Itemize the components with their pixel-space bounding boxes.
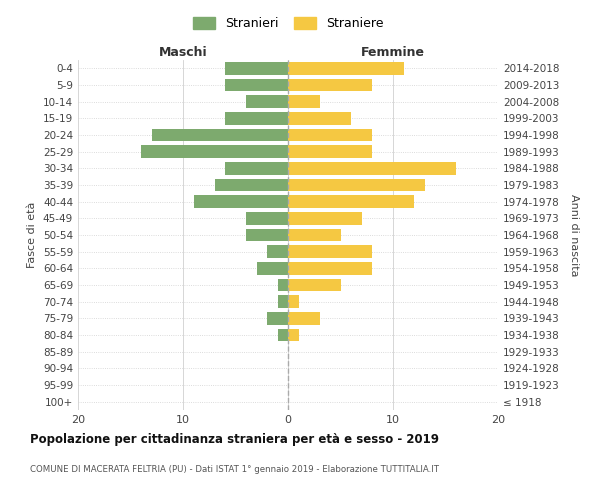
Bar bbox=[193, 196, 288, 208]
Bar bbox=[288, 112, 351, 124]
Bar bbox=[225, 62, 288, 74]
Bar bbox=[246, 212, 288, 224]
Bar bbox=[288, 96, 320, 108]
Bar bbox=[288, 146, 372, 158]
Bar bbox=[277, 329, 288, 341]
Bar bbox=[225, 79, 288, 92]
Bar bbox=[288, 229, 341, 241]
Bar bbox=[225, 112, 288, 124]
Text: COMUNE DI MACERATA FELTRIA (PU) - Dati ISTAT 1° gennaio 2019 - Elaborazione TUTT: COMUNE DI MACERATA FELTRIA (PU) - Dati I… bbox=[30, 466, 439, 474]
Bar bbox=[288, 196, 414, 208]
Text: Femmine: Femmine bbox=[361, 46, 425, 59]
Bar bbox=[215, 179, 288, 192]
Legend: Stranieri, Straniere: Stranieri, Straniere bbox=[193, 18, 383, 30]
Y-axis label: Fasce di età: Fasce di età bbox=[28, 202, 37, 268]
Bar bbox=[288, 262, 372, 274]
Bar bbox=[288, 79, 372, 92]
Text: Popolazione per cittadinanza straniera per età e sesso - 2019: Popolazione per cittadinanza straniera p… bbox=[30, 432, 439, 446]
Bar bbox=[246, 96, 288, 108]
Bar bbox=[288, 62, 404, 74]
Bar bbox=[277, 296, 288, 308]
Bar bbox=[141, 146, 288, 158]
Bar bbox=[288, 179, 425, 192]
Bar bbox=[225, 162, 288, 174]
Bar bbox=[246, 229, 288, 241]
Bar bbox=[288, 246, 372, 258]
Bar bbox=[257, 262, 288, 274]
Bar bbox=[288, 279, 341, 291]
Y-axis label: Anni di nascita: Anni di nascita bbox=[569, 194, 579, 276]
Bar bbox=[288, 329, 299, 341]
Bar bbox=[288, 129, 372, 141]
Bar bbox=[277, 279, 288, 291]
Bar bbox=[267, 246, 288, 258]
Text: Maschi: Maschi bbox=[158, 46, 208, 59]
Bar bbox=[288, 162, 456, 174]
Bar bbox=[288, 312, 320, 324]
Bar bbox=[288, 296, 299, 308]
Bar bbox=[267, 312, 288, 324]
Bar bbox=[288, 212, 361, 224]
Bar bbox=[151, 129, 288, 141]
